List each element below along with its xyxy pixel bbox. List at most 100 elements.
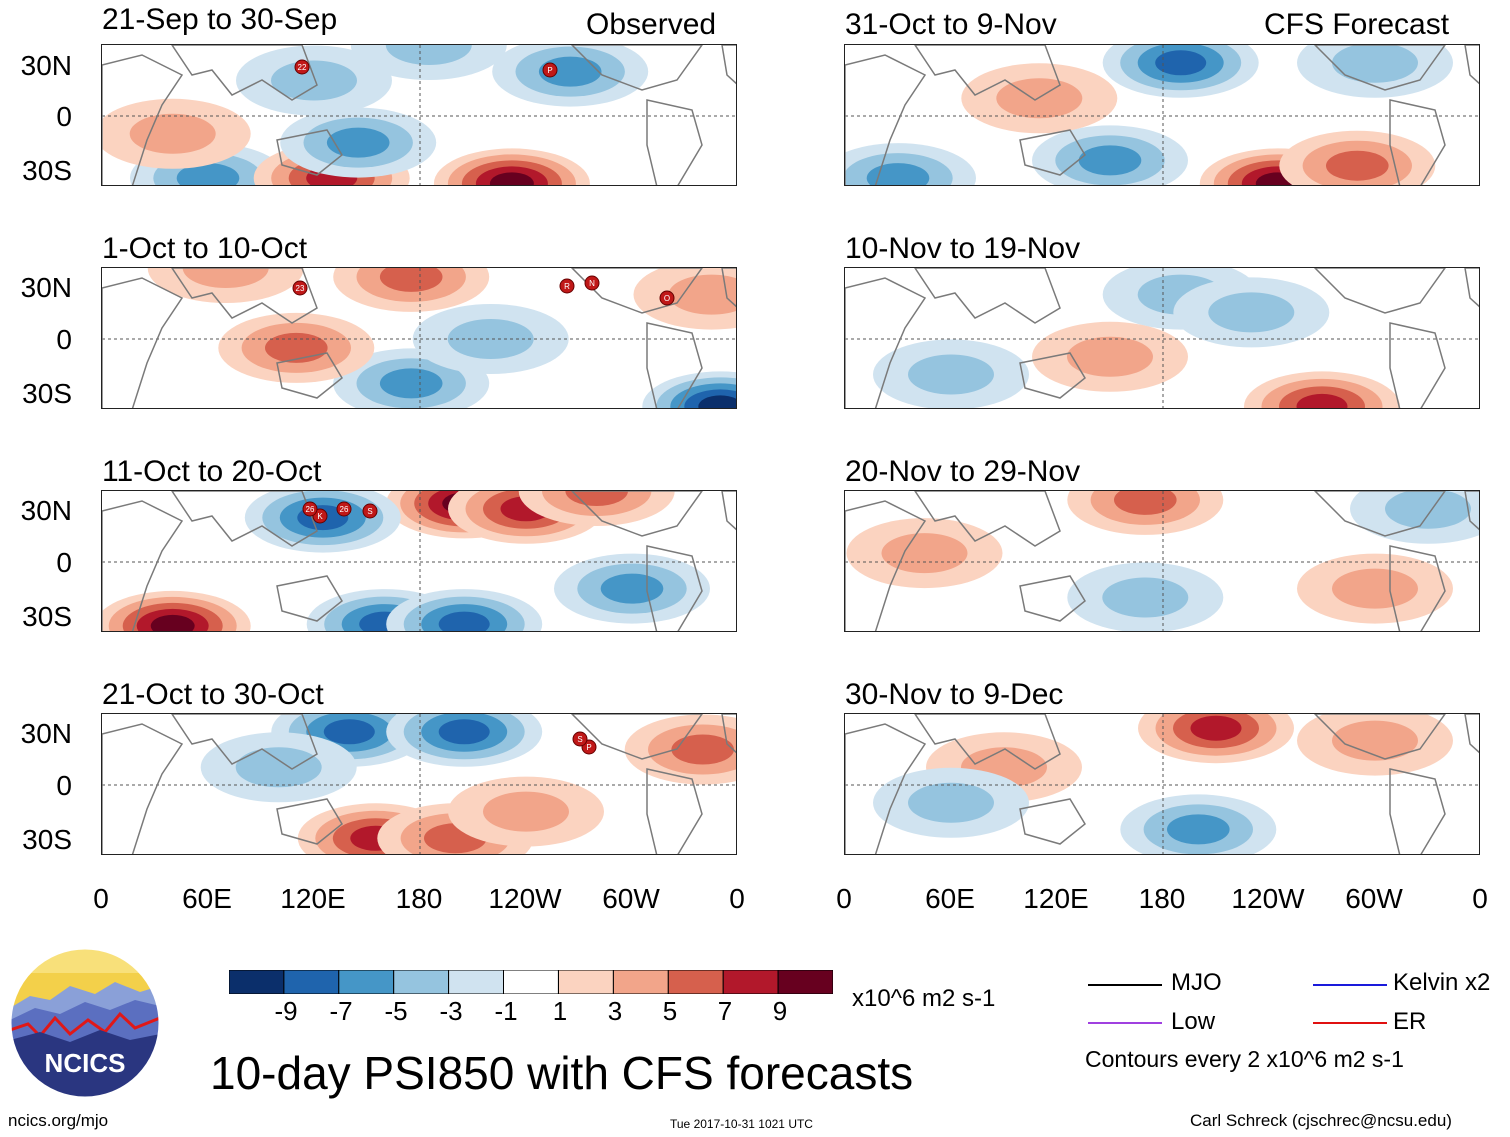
footer-url[interactable]: ncics.org/mjo (8, 1111, 109, 1130)
colorbar-labels: -9 -7 -5 -3 -1 1 3 5 7 9 (0, 998, 900, 1028)
storm-marker: 26 (302, 501, 318, 517)
coastline (721, 268, 736, 308)
coastline (276, 575, 343, 622)
anomaly-blob (1067, 336, 1153, 377)
coastline (171, 268, 318, 324)
coastline (102, 54, 184, 185)
lat-tick-label: 30S (22, 155, 72, 186)
storm-label: 22 (298, 63, 307, 72)
colorbar-swatch (667, 969, 724, 995)
storm-label: P (586, 743, 591, 752)
legend-label-kelvin: Kelvin x2 (1393, 969, 1491, 996)
lat-tick-label: 0 (56, 547, 72, 578)
lat-tick-label: 30S (22, 378, 72, 409)
coastline (845, 277, 927, 408)
storm-marker: R (559, 278, 575, 294)
anomaly-blob (438, 611, 490, 631)
anomaly-blob (1114, 491, 1177, 515)
storm-marker: 22 (294, 59, 310, 75)
panel-title: 10-Nov to 19-Nov (845, 232, 1081, 265)
panel-title: 30-Nov to 9-Dec (845, 678, 1064, 711)
coastline (1389, 322, 1446, 408)
panel-title: 21-Oct to 30-Oct (102, 678, 324, 711)
coastline (1389, 545, 1446, 631)
legend-line-low (1088, 1022, 1162, 1024)
anomaly-blob (447, 319, 534, 359)
map-panel: K 26 26 S (101, 490, 737, 632)
colorbar-swatch (722, 969, 779, 995)
legend-line-kelvin (1313, 984, 1387, 986)
lat-tick-label: 0 (56, 324, 72, 355)
lon-tick-label: 0 (729, 883, 745, 914)
coastline (1464, 268, 1479, 308)
map-panel: 23 R N O (101, 267, 737, 409)
coastline (276, 352, 343, 399)
lat-tick-label: 30S (22, 824, 72, 855)
lat-tick-label: 30N (20, 50, 72, 81)
colorbar-tick-label: 3 (607, 996, 623, 1026)
panel-title: 1-Oct to 10-Oct (102, 232, 308, 265)
coastline (845, 500, 927, 631)
coastline (570, 45, 703, 91)
anomaly-blob (379, 268, 443, 292)
column-title-observed: Observed (586, 8, 717, 41)
coastline (570, 491, 703, 537)
anomaly-blob (668, 274, 736, 315)
coastline (646, 768, 703, 854)
storm-label: P (547, 66, 552, 75)
anomaly-blob (908, 354, 994, 395)
coastline (646, 99, 703, 185)
coastline (276, 798, 343, 845)
panel-title: 21-Sep to 30-Sep (102, 3, 338, 36)
storm-label: N (589, 279, 595, 288)
map-panel (844, 490, 1480, 632)
coastline (276, 129, 343, 176)
map-panel (844, 713, 1480, 855)
coastline (646, 545, 703, 631)
storm-marker: S (572, 731, 588, 747)
coastline (1464, 491, 1479, 531)
colorbar-tick-label: 1 (552, 996, 568, 1026)
storm-label: 23 (296, 284, 305, 293)
anomaly-blob (671, 734, 734, 765)
coastline (1019, 798, 1086, 845)
ncics-logo: NCICS (10, 948, 160, 1098)
anomaly-blob (1190, 715, 1242, 741)
map-panel (844, 267, 1480, 409)
coastline (570, 268, 703, 314)
column-title-forecast: CFS Forecast (1264, 8, 1450, 41)
coastline (1019, 129, 1086, 176)
storm-label: 26 (340, 505, 349, 514)
coastline (102, 277, 184, 408)
coastline (1313, 491, 1446, 537)
storm-marker: O (659, 290, 675, 306)
anomaly-blob (698, 395, 736, 408)
storm-label: 26 (306, 505, 315, 514)
coastline (1464, 45, 1479, 85)
anomaly-blob (1332, 720, 1418, 761)
lat-tick-label: 30N (20, 272, 72, 303)
anomaly-blob (881, 533, 968, 574)
anomaly-blob (385, 45, 472, 65)
lon-tick-label: 0 (1472, 883, 1488, 914)
anomaly-blob (1385, 491, 1471, 529)
anomaly-blob (483, 791, 569, 832)
colorbar-swatch (612, 969, 669, 995)
coastline (1019, 352, 1086, 399)
coastline (721, 491, 736, 531)
coastline (1389, 768, 1446, 854)
lat-tick-label: 0 (56, 770, 72, 801)
coastline (845, 723, 927, 854)
storm-label: O (664, 294, 670, 303)
storm-marker: 23 (292, 280, 308, 296)
colorbar-tick-label: -5 (384, 996, 408, 1026)
colorbar-tick-label: 5 (662, 996, 678, 1026)
coastline (1313, 714, 1446, 760)
footer-credit: Carl Schreck (cjschrec@ncsu.edu) (1190, 1111, 1452, 1130)
colorbar-swatch (338, 969, 395, 995)
colorbar-swatch (777, 969, 834, 995)
logo-text: NCICS (44, 1048, 126, 1078)
anomaly-blob (438, 719, 490, 745)
colorbar-tick-label: -3 (439, 996, 463, 1026)
map-panel (844, 44, 1480, 186)
